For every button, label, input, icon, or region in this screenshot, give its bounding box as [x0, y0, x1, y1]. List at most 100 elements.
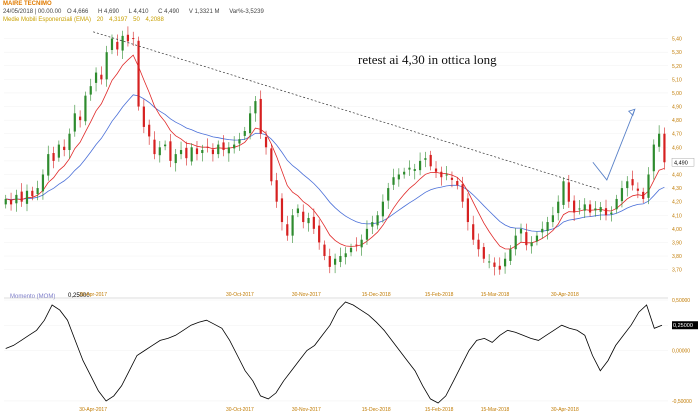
date-tick-label: 30-Nov-2017 [292, 292, 321, 298]
candle-body [387, 188, 390, 201]
candle [567, 175, 570, 208]
candle [121, 30, 124, 59]
candle-body [594, 208, 597, 211]
candle-body [63, 146, 66, 151]
candle [25, 184, 29, 212]
date-tick-label: 30-Apr-2017 [79, 407, 107, 413]
ema-indicator-name: Medie Mobili Esponenziali (EMA) [3, 17, 92, 23]
candle [530, 236, 533, 254]
candle [573, 195, 576, 221]
candle-body [4, 198, 7, 205]
candle [445, 166, 448, 181]
candle-body [185, 147, 188, 159]
candle [620, 180, 624, 208]
candle [116, 34, 119, 56]
candle [418, 152, 422, 176]
candle [551, 206, 554, 228]
candle-body [535, 235, 539, 242]
candle [243, 126, 246, 140]
candle [503, 252, 507, 274]
price-tick-label: 3,90 [672, 240, 682, 246]
candle-body [631, 179, 634, 186]
candle [36, 180, 39, 201]
volume-value: V 1,3321 M [188, 9, 220, 15]
candle [73, 104, 76, 137]
candle-body [610, 212, 613, 215]
candle-body [291, 215, 294, 236]
candle-body [110, 38, 114, 51]
candle-body [312, 216, 315, 229]
candle-body [286, 224, 289, 236]
candle [323, 240, 326, 261]
candle [498, 257, 501, 275]
candle [387, 182, 390, 210]
candle-body [472, 224, 475, 240]
candle-body [461, 184, 464, 202]
candle [47, 145, 50, 181]
candle [31, 186, 34, 201]
candle [206, 138, 209, 153]
momentum-last-label: 0,25000 [673, 323, 693, 329]
candle-body [546, 222, 549, 232]
candle-body [642, 191, 645, 199]
date-tick-label: 15-Mar-2018 [481, 292, 510, 298]
candle [466, 193, 469, 231]
candle [519, 223, 523, 242]
candle [461, 176, 464, 208]
price-tick-label: 5,40 [672, 37, 682, 43]
price-tick-label: 5,30 [672, 50, 682, 56]
low-value: L 4,410 [128, 9, 149, 15]
candle [578, 200, 581, 215]
price-tick-label: 3,70 [672, 268, 682, 274]
candle-body [578, 208, 581, 210]
candle [626, 176, 629, 197]
candle [41, 169, 45, 200]
candle-body [79, 116, 82, 121]
candle [153, 131, 156, 160]
candle-body [588, 204, 592, 213]
candle-body [243, 131, 246, 136]
momentum-path [5, 301, 663, 404]
candle-body [647, 174, 650, 198]
candle-body [264, 136, 268, 148]
candle-body [121, 35, 124, 51]
candle [201, 144, 204, 162]
price-axis: 5,405,305,205,105,004,904,804,704,604,50… [672, 37, 682, 274]
price-tick-label: 5,00 [672, 91, 682, 97]
candle-body [20, 191, 23, 202]
candle [169, 133, 172, 168]
candle [440, 166, 443, 186]
candle-body [541, 228, 544, 233]
candle-body [41, 174, 45, 192]
candle-body [514, 235, 517, 250]
candle [477, 233, 480, 257]
candle-body [25, 190, 29, 204]
candle-body [105, 52, 108, 80]
grid-lines [4, 38, 668, 270]
candle [264, 130, 268, 155]
candle [280, 193, 284, 231]
candle [195, 141, 199, 161]
candle [291, 209, 294, 243]
candle [493, 257, 496, 276]
candle-body [413, 169, 416, 171]
candle [344, 247, 347, 265]
candle [270, 144, 273, 186]
instrument-title: MAIRE TECNIMO [3, 1, 52, 7]
candle [174, 148, 177, 172]
candle-body [174, 154, 177, 164]
ema50-period: 50 [133, 17, 140, 23]
candle [658, 125, 661, 152]
candle [105, 45, 108, 87]
candle [296, 204, 300, 218]
candle [222, 135, 225, 157]
candle [286, 215, 289, 241]
candle-body [450, 177, 454, 180]
candle [254, 95, 257, 122]
candle [488, 254, 491, 269]
candle-body [466, 198, 469, 223]
candle-body [604, 208, 608, 216]
ohlc-readout: 24/05/2018 | 00.00.00 O 4,666 H 4,690 L … [3, 9, 268, 16]
candle-body [89, 86, 92, 95]
